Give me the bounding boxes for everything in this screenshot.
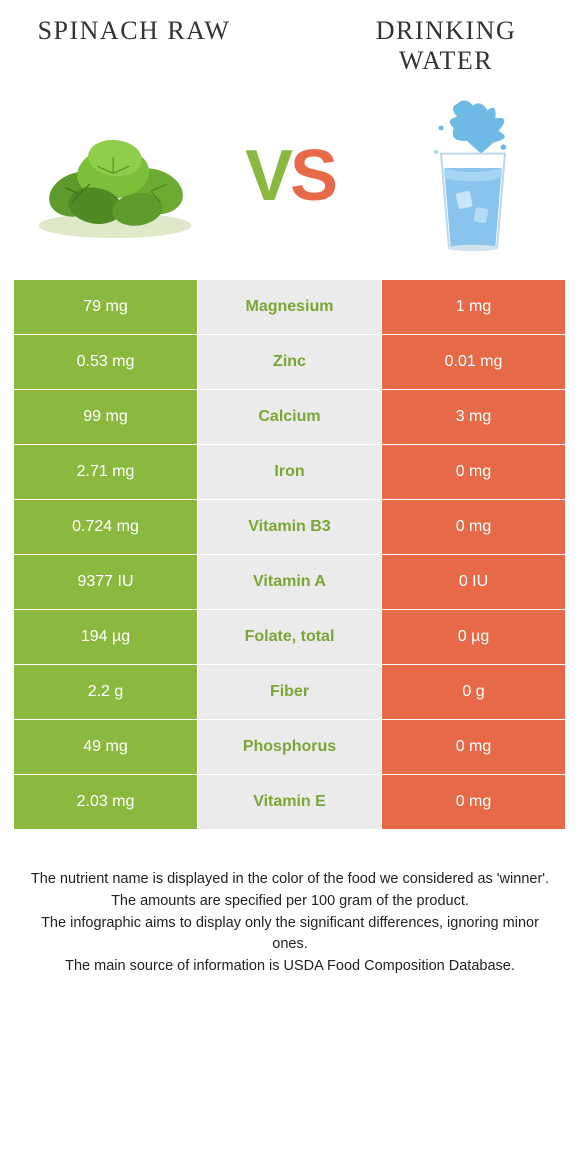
table-row: 2.03 mgVitamin E0 mg [14, 775, 566, 829]
value-right: 0 mg [382, 720, 565, 774]
footnote-line: The amounts are specified per 100 gram o… [24, 891, 556, 911]
value-left: 194 µg [14, 610, 197, 664]
value-left: 2.71 mg [14, 445, 197, 499]
nutrient-label: Fiber [198, 665, 381, 719]
nutrient-label: Phosphorus [198, 720, 381, 774]
table-row: 9377 IUVitamin A0 IU [14, 555, 566, 609]
value-right: 0 µg [382, 610, 565, 664]
value-left: 2.03 mg [14, 775, 197, 829]
value-right: 3 mg [382, 390, 565, 444]
value-left: 79 mg [14, 280, 197, 334]
water-glass-icon [395, 96, 535, 256]
table-row: 99 mgCalcium3 mg [14, 390, 566, 444]
table-row: 49 mgPhosphorus0 mg [14, 720, 566, 774]
vs-label: VS [245, 135, 335, 217]
spinach-icon [25, 106, 205, 246]
footnote-line: The main source of information is USDA F… [24, 956, 556, 976]
value-left: 9377 IU [14, 555, 197, 609]
value-left: 0.724 mg [14, 500, 197, 554]
value-right: 0 mg [382, 500, 565, 554]
nutrient-label: Calcium [198, 390, 381, 444]
value-left: 2.2 g [14, 665, 197, 719]
vs-v: V [245, 136, 290, 216]
value-left: 99 mg [14, 390, 197, 444]
value-left: 49 mg [14, 720, 197, 774]
water-image [370, 96, 560, 256]
nutrient-label: Vitamin E [198, 775, 381, 829]
footnotes: The nutrient name is displayed in the co… [14, 869, 566, 976]
title-left: Spinach raw [24, 16, 244, 76]
nutrient-label: Vitamin A [198, 555, 381, 609]
value-right: 0.01 mg [382, 335, 565, 389]
infographic-container: Spinach raw Drinking water [0, 0, 580, 988]
nutrient-label: Vitamin B3 [198, 500, 381, 554]
vs-s: S [290, 136, 335, 216]
hero-row: VS [14, 96, 566, 256]
value-right: 1 mg [382, 280, 565, 334]
table-row: 194 µgFolate, total0 µg [14, 610, 566, 664]
nutrient-table: 79 mgMagnesium1 mg0.53 mgZinc0.01 mg99 m… [14, 280, 566, 829]
nutrient-label: Iron [198, 445, 381, 499]
value-right: 0 g [382, 665, 565, 719]
value-right: 0 mg [382, 445, 565, 499]
footnote-line: The nutrient name is displayed in the co… [24, 869, 556, 889]
table-row: 0.53 mgZinc0.01 mg [14, 335, 566, 389]
table-row: 2.71 mgIron0 mg [14, 445, 566, 499]
value-right: 0 IU [382, 555, 565, 609]
value-left: 0.53 mg [14, 335, 197, 389]
table-row: 0.724 mgVitamin B30 mg [14, 500, 566, 554]
title-row: Spinach raw Drinking water [24, 16, 556, 76]
title-right: Drinking water [336, 16, 556, 76]
table-row: 2.2 gFiber0 g [14, 665, 566, 719]
value-right: 0 mg [382, 775, 565, 829]
nutrient-label: Zinc [198, 335, 381, 389]
spinach-image [20, 96, 210, 256]
table-row: 79 mgMagnesium1 mg [14, 280, 566, 334]
nutrient-label: Folate, total [198, 610, 381, 664]
footnote-line: The infographic aims to display only the… [24, 913, 556, 954]
nutrient-label: Magnesium [198, 280, 381, 334]
